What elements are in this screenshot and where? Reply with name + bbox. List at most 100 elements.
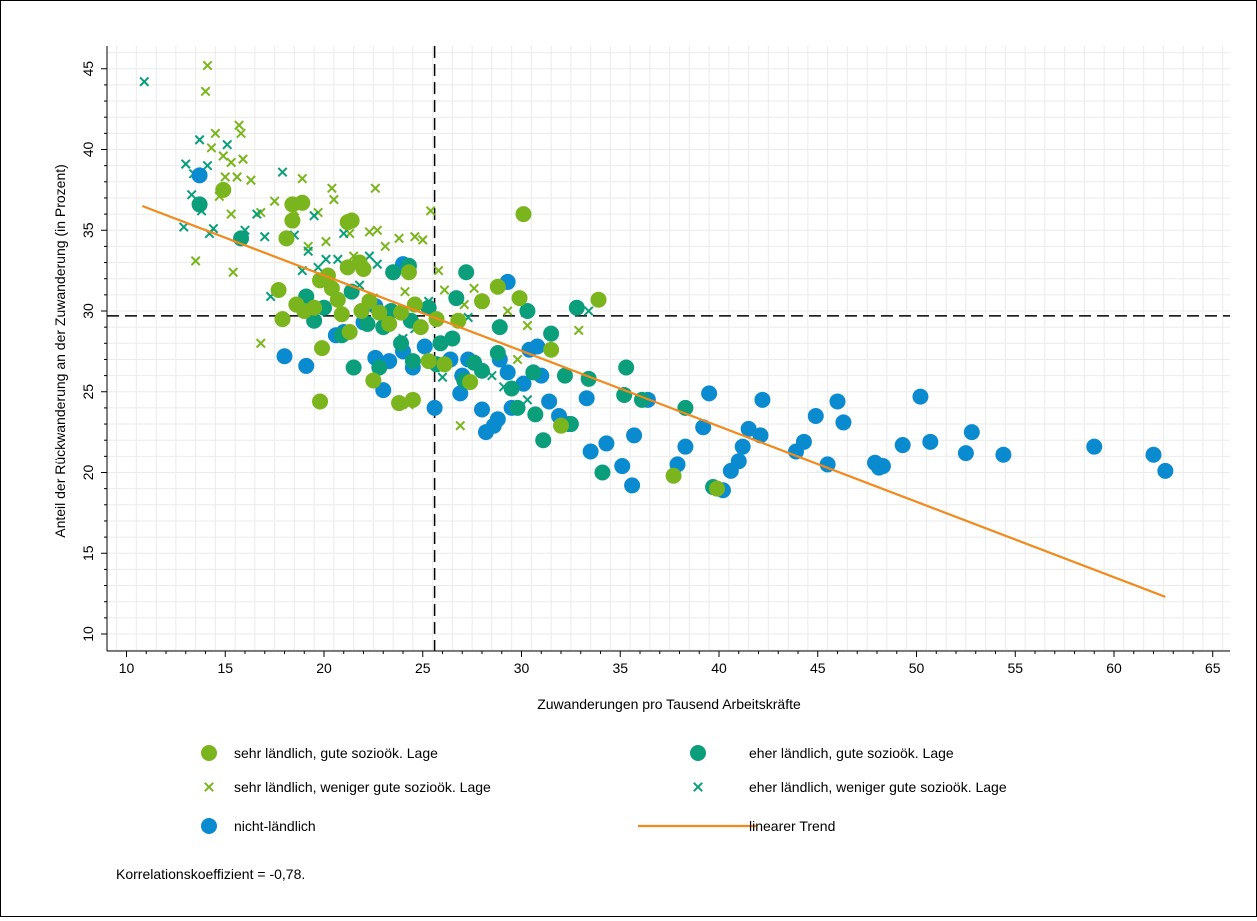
data-point xyxy=(499,364,516,381)
data-point xyxy=(1145,446,1162,463)
x-tick-label: 60 xyxy=(1106,660,1122,676)
data-point xyxy=(312,393,329,410)
data-point xyxy=(829,393,846,410)
data-point xyxy=(200,86,211,97)
data-point xyxy=(297,173,308,184)
y-tick-label: 30 xyxy=(80,303,96,319)
data-point xyxy=(321,236,331,247)
grid xyxy=(107,46,1230,651)
data-point xyxy=(284,212,301,229)
data-point xyxy=(489,278,506,295)
data-point xyxy=(695,419,712,436)
legend-swatch xyxy=(201,745,217,761)
data-point xyxy=(502,306,513,316)
legend-item: linearer Trend xyxy=(638,818,835,834)
data-point xyxy=(375,382,392,399)
data-point xyxy=(341,323,358,340)
legend-item: sehr ländlich, weniger gute sozioök. Lag… xyxy=(204,779,491,795)
x-tick-label: 35 xyxy=(612,660,628,676)
data-point xyxy=(439,285,450,295)
data-point xyxy=(807,407,824,424)
data-point xyxy=(191,167,208,184)
legend-label: eher ländlich, gute sozioök. Lage xyxy=(749,745,954,761)
data-point xyxy=(391,395,408,412)
data-point xyxy=(426,399,443,416)
data-point xyxy=(503,380,520,397)
legend-swatch xyxy=(201,818,217,834)
data-point xyxy=(251,209,262,220)
data-point xyxy=(393,335,410,352)
data-point xyxy=(400,264,417,281)
data-point xyxy=(1157,462,1174,479)
data-point xyxy=(614,458,631,475)
data-point xyxy=(437,372,448,383)
data-point xyxy=(294,194,311,211)
data-point xyxy=(180,159,191,169)
y-tick-label: 35 xyxy=(80,222,96,238)
data-point xyxy=(734,438,751,455)
data-point xyxy=(298,357,315,374)
data-point xyxy=(303,246,314,257)
data-point xyxy=(598,435,615,452)
data-points xyxy=(139,60,1174,499)
data-point xyxy=(365,372,382,389)
legend-item: eher ländlich, gute sozioök. Lage xyxy=(690,745,954,761)
y-tick-label: 20 xyxy=(80,465,96,481)
data-point xyxy=(222,139,233,150)
data-point xyxy=(370,183,381,194)
y-tick-label: 25 xyxy=(80,384,96,400)
legend-label: eher ländlich, weniger gute sozioök. Lag… xyxy=(749,779,1007,795)
data-point xyxy=(730,453,747,470)
data-point xyxy=(393,304,410,321)
data-point xyxy=(381,315,398,332)
data-point xyxy=(425,205,436,216)
data-point xyxy=(527,406,544,423)
data-point xyxy=(995,446,1012,463)
data-point xyxy=(215,181,232,198)
y-tick-label: 10 xyxy=(80,626,96,642)
data-point xyxy=(474,362,490,379)
data-point xyxy=(469,283,480,294)
data-point xyxy=(191,196,208,213)
trend-line xyxy=(141,204,1166,598)
data-point xyxy=(582,443,599,460)
data-point xyxy=(624,477,641,494)
data-point xyxy=(139,76,150,87)
legend-item: eher ländlich, weniger gute sozioök. Lag… xyxy=(693,779,1007,795)
data-point xyxy=(202,160,213,171)
legend-label: nicht-ländlich xyxy=(234,818,316,834)
data-point xyxy=(178,222,189,232)
data-point xyxy=(522,320,533,331)
data-point xyxy=(420,353,437,370)
data-point xyxy=(409,231,420,242)
data-point xyxy=(448,290,465,307)
x-tick-label: 25 xyxy=(415,660,431,676)
data-point xyxy=(338,228,349,239)
data-point xyxy=(234,120,244,131)
data-point xyxy=(535,432,552,449)
data-point xyxy=(444,330,461,347)
legend-label: sehr ländlich, weniger gute sozioök. Lag… xyxy=(234,779,491,795)
data-point xyxy=(509,399,526,416)
correlation-note: Korrelationskoeffizient = -0,78. xyxy=(116,866,305,882)
data-point xyxy=(210,128,221,139)
y-axis-title: Anteil der Rückwanderung an der Zuwander… xyxy=(52,164,68,538)
data-point xyxy=(313,262,323,273)
data-point xyxy=(553,417,569,434)
data-point xyxy=(455,420,466,431)
data-point xyxy=(474,401,490,418)
x-tick-label: 40 xyxy=(711,660,727,676)
y-tick-label: 15 xyxy=(80,545,96,561)
data-point xyxy=(754,391,771,408)
data-point xyxy=(740,420,757,437)
legend-swatch xyxy=(204,782,214,792)
x-tick-label: 30 xyxy=(514,660,530,676)
data-point xyxy=(519,303,536,319)
data-point xyxy=(326,183,337,194)
data-point xyxy=(489,344,506,361)
data-point xyxy=(306,299,323,316)
data-point xyxy=(412,319,429,336)
data-point xyxy=(543,325,560,342)
x-tick-label: 10 xyxy=(119,660,135,676)
x-tick-label: 45 xyxy=(810,660,826,676)
